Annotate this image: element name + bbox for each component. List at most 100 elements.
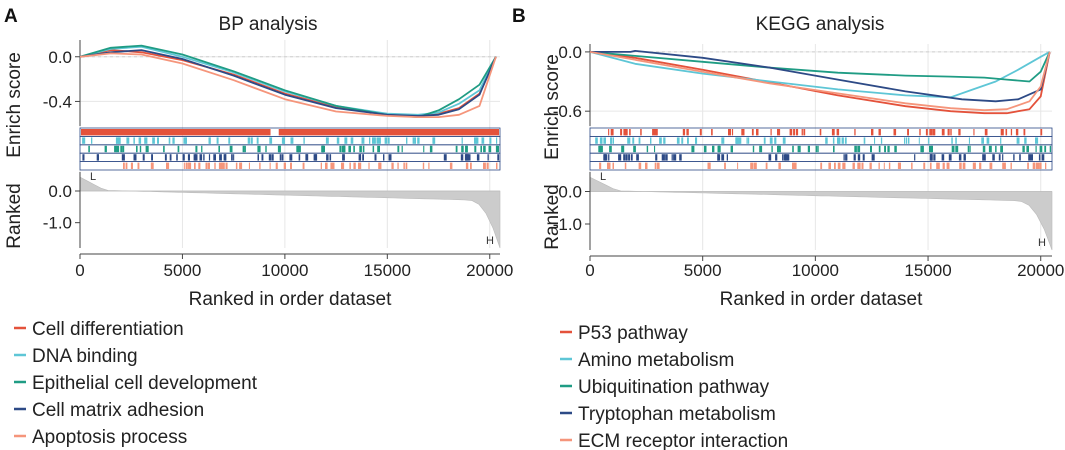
hit-tick bbox=[871, 129, 874, 136]
hit-tick bbox=[638, 137, 641, 144]
hit-tick bbox=[870, 145, 872, 153]
hit-tick bbox=[283, 162, 286, 169]
hit-tick bbox=[608, 129, 610, 136]
hit-tick bbox=[150, 162, 154, 169]
hit-tick bbox=[752, 145, 755, 153]
hit-tick bbox=[998, 154, 1001, 161]
hit-tick bbox=[884, 145, 886, 153]
hit-tick bbox=[269, 162, 271, 169]
hit-tick bbox=[932, 129, 936, 136]
hit-tick bbox=[782, 154, 784, 161]
hit-tick bbox=[854, 145, 857, 153]
hit-tick bbox=[982, 154, 985, 161]
hit-tick bbox=[247, 137, 250, 144]
legend-item: Tryptophan metabolism bbox=[578, 404, 776, 425]
es-tick-label: 0.0 bbox=[48, 48, 72, 67]
hit-tick bbox=[432, 137, 435, 144]
hit-tick bbox=[854, 129, 856, 136]
hit-tick bbox=[303, 137, 305, 144]
hit-block bbox=[81, 129, 271, 136]
hit-tick bbox=[775, 154, 778, 161]
hit-tick bbox=[717, 145, 721, 153]
hit-tick bbox=[941, 129, 945, 136]
hit-tick bbox=[290, 162, 292, 169]
rank-tick-label: 0.0 bbox=[558, 183, 582, 202]
hit-tick bbox=[269, 137, 273, 144]
hit-tick bbox=[88, 145, 90, 153]
hit-tick bbox=[650, 137, 652, 144]
legend-item: P53 pathway bbox=[578, 323, 688, 344]
hit-tick bbox=[984, 129, 988, 136]
x-tick-label: 15000 bbox=[904, 261, 951, 280]
hit-tick bbox=[911, 162, 913, 169]
hit-tick bbox=[428, 162, 430, 169]
hit-tick bbox=[476, 154, 480, 161]
hit-tick bbox=[97, 154, 99, 161]
hit-tick bbox=[959, 162, 962, 169]
hit-tick bbox=[474, 137, 477, 144]
hit-tick bbox=[627, 137, 631, 144]
hit-tick bbox=[654, 162, 657, 169]
hit-tick bbox=[721, 137, 725, 144]
hit-tick bbox=[888, 162, 891, 169]
hit-tick bbox=[763, 137, 766, 144]
hit-tick bbox=[281, 154, 284, 161]
hit-tick bbox=[225, 162, 228, 169]
hit-tick bbox=[1003, 162, 1006, 169]
hit-tick bbox=[1026, 145, 1029, 153]
hit-tick bbox=[620, 129, 623, 136]
hit-tick bbox=[1049, 145, 1052, 153]
hit-tick bbox=[612, 162, 614, 169]
hit-tick bbox=[928, 137, 930, 144]
hit-tick bbox=[339, 145, 342, 153]
panel-a: A BP analysis 0.0 -0.4 L H 0.0 -1.0 0 5000 10000 15… bbox=[4, 6, 513, 448]
hit-tick bbox=[595, 137, 598, 144]
hit-tick bbox=[599, 162, 602, 169]
hit-tick bbox=[777, 129, 781, 136]
hit-tick bbox=[918, 137, 920, 144]
hit-tick bbox=[623, 145, 625, 153]
hit-tick bbox=[621, 145, 624, 153]
hit-tick bbox=[962, 162, 966, 169]
hit-tick bbox=[341, 145, 344, 153]
hit-tick bbox=[187, 154, 190, 161]
es-curve-3 bbox=[79, 44, 497, 118]
hit-tick bbox=[623, 129, 626, 136]
hit-tick bbox=[833, 145, 835, 153]
hit-tick bbox=[925, 129, 928, 136]
hit-tick bbox=[231, 154, 233, 161]
x-tick-label: 0 bbox=[75, 261, 84, 280]
chart-title: KEGG analysis bbox=[756, 14, 885, 35]
hit-tick bbox=[646, 145, 649, 153]
hit-tick bbox=[115, 137, 119, 144]
hit-tick bbox=[257, 154, 259, 161]
hit-tick bbox=[176, 154, 178, 161]
hit-tick bbox=[612, 137, 614, 144]
hit-tick bbox=[950, 129, 952, 136]
hit-tick bbox=[737, 162, 739, 169]
hit-tick bbox=[257, 145, 261, 153]
legend-item: Amino metabolism bbox=[578, 350, 734, 371]
hit-tick bbox=[461, 145, 464, 153]
hit-tick bbox=[711, 129, 713, 136]
hit-tick bbox=[348, 145, 351, 153]
legend-item: Epithelial cell development bbox=[32, 373, 258, 394]
hit-tick bbox=[794, 162, 797, 169]
hit-tick bbox=[751, 129, 754, 136]
hit-tick bbox=[887, 145, 890, 153]
hit-tick bbox=[659, 137, 662, 144]
hit-tick bbox=[488, 145, 492, 153]
hit-tick bbox=[874, 137, 876, 144]
hit-tick bbox=[465, 154, 468, 161]
hit-tick bbox=[717, 154, 719, 161]
hit-tick bbox=[250, 137, 253, 144]
hit-tick bbox=[1040, 129, 1043, 136]
hit-tick bbox=[604, 154, 608, 161]
hit-tick bbox=[244, 145, 246, 153]
hit-tick bbox=[443, 154, 447, 161]
hit-tick bbox=[951, 137, 953, 144]
hit-tick bbox=[880, 137, 883, 144]
hit-tick bbox=[937, 162, 940, 169]
y-axis-label-es: Enrich score bbox=[4, 52, 25, 158]
hit-tick bbox=[496, 162, 498, 169]
